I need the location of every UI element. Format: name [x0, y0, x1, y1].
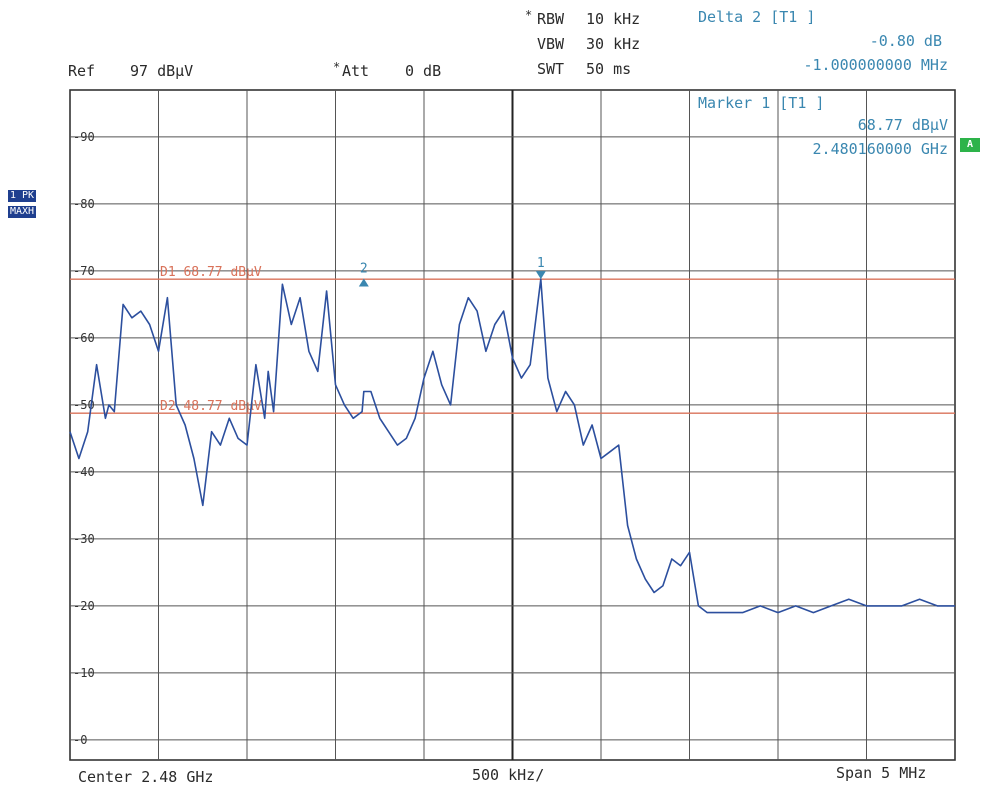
limit-lines: D1 68.77 dBµV D2 48.77 dBµV: [70, 265, 955, 414]
rbw-star: *: [525, 8, 533, 22]
y-tick-label: -70: [73, 264, 95, 278]
y-tick-label: -80: [73, 197, 95, 211]
span: Span 5 MHz: [836, 764, 927, 782]
marker-title: Marker 1 [T1 ]: [698, 94, 825, 112]
limit-label-D1: D1 68.77 dBµV: [160, 265, 262, 280]
division: 500 kHz/: [472, 766, 545, 784]
marker-freq: 2.480160000 GHz: [812, 140, 948, 158]
marker-value: 68.77 dBµV: [857, 116, 948, 134]
y-tick-label: -60: [73, 331, 95, 345]
grid: [69, 89, 956, 761]
rbw-label: RBW: [537, 10, 565, 28]
y-tick-label: -0: [73, 733, 87, 747]
y-tick-label: -90: [73, 130, 95, 144]
swt-value: 50 ms: [586, 60, 632, 78]
att-value: 0 dB: [405, 62, 442, 80]
y-tick-label: -40: [73, 465, 95, 479]
vbw-value: 30 kHz: [586, 35, 641, 53]
y-tick-label: -20: [73, 599, 95, 613]
vbw-label: VBW: [537, 35, 565, 53]
ref-value: 97 dBµV: [130, 62, 194, 80]
markers: 12: [358, 256, 546, 287]
y-tick-labels: -90 -80 -70 -60 -50 -40 -30 -20 -10 -0: [73, 130, 95, 747]
limit-label-D2: D2 48.77 dBµV: [160, 399, 262, 414]
marker-2-label: 2: [360, 262, 368, 277]
trace-line: [69, 278, 955, 614]
att-star: *: [333, 60, 341, 74]
maxh-badge: MAXH: [8, 206, 37, 218]
att-label: Att: [342, 62, 370, 80]
y-tick-label: -30: [73, 532, 95, 546]
marker-2-symbol: [358, 278, 369, 287]
y-tick-label: -10: [73, 666, 95, 680]
rbw-value: 10 kHz: [586, 10, 641, 28]
y-tick-label: -50: [73, 398, 95, 412]
a-flag: A: [960, 138, 980, 152]
swt-label: SWT: [537, 60, 565, 78]
marker-1-label: 1: [537, 256, 545, 271]
marker-1-symbol: [535, 271, 546, 280]
delta-freq: -1.000000000 MHz: [803, 56, 949, 74]
delta-value: -0.80 dB: [869, 32, 942, 50]
ref-label: Ref: [68, 62, 96, 80]
delta-title: Delta 2 [T1 ]: [698, 8, 816, 26]
trace-badge: 1 PK: [8, 190, 37, 202]
center-freq: Center 2.48 GHz: [78, 768, 214, 786]
